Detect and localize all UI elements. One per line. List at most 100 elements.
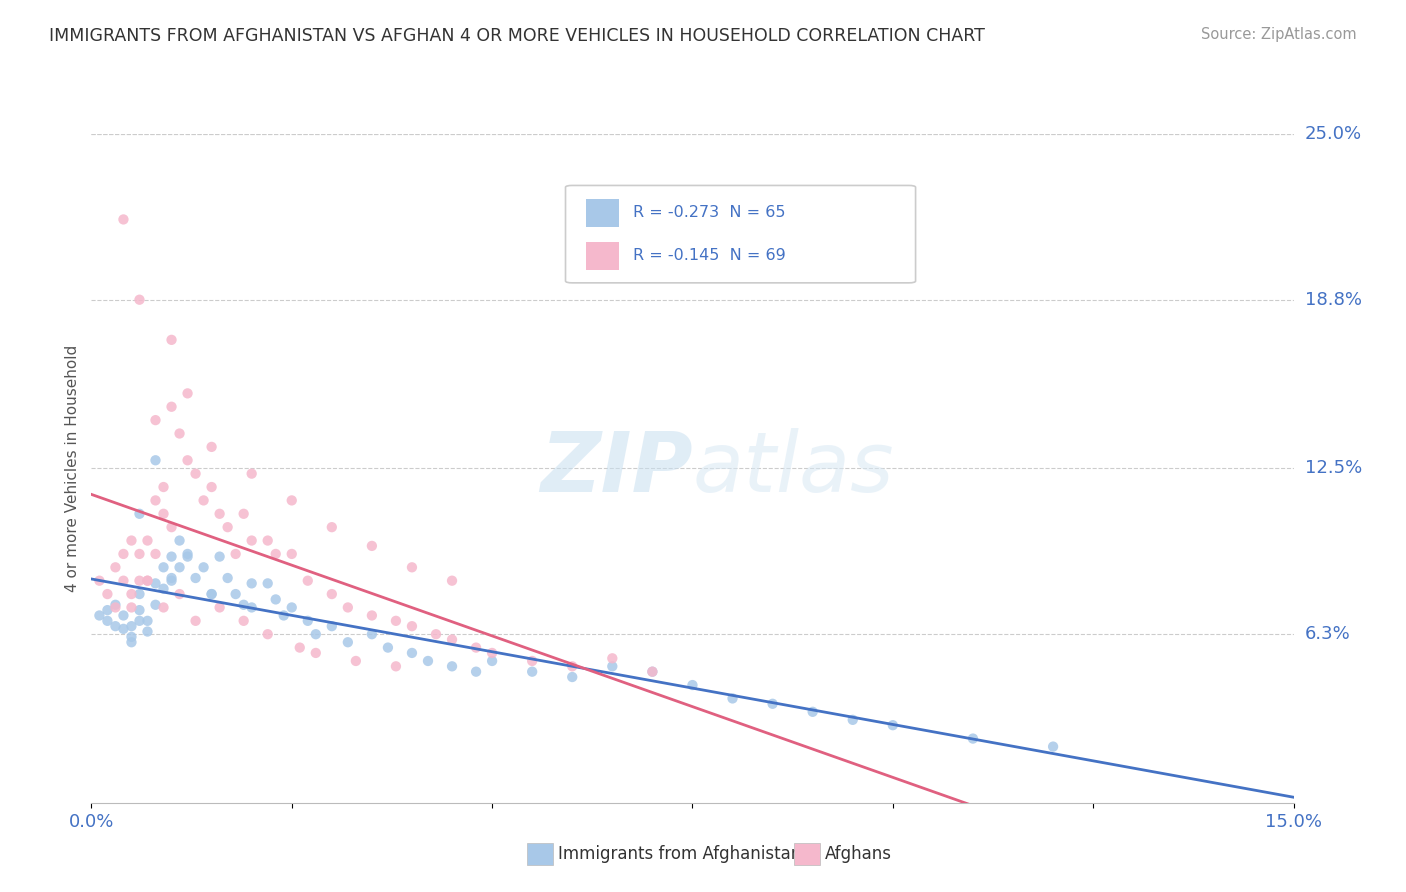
Point <box>240 533 263 548</box>
Point <box>264 547 287 561</box>
Point <box>385 659 408 673</box>
Point <box>602 651 624 665</box>
Text: Afghans: Afghans <box>825 845 893 863</box>
Point <box>89 574 111 588</box>
Text: R = -0.145  N = 69: R = -0.145 N = 69 <box>633 248 786 263</box>
Point <box>232 598 254 612</box>
Point <box>440 574 463 588</box>
Point <box>602 659 624 673</box>
FancyBboxPatch shape <box>565 186 915 283</box>
Point <box>360 627 382 641</box>
Point <box>152 600 174 615</box>
Point <box>121 619 143 633</box>
Y-axis label: 4 or more Vehicles in Household: 4 or more Vehicles in Household <box>65 344 80 592</box>
Point <box>1042 739 1064 754</box>
Point <box>96 603 118 617</box>
Point <box>121 533 143 548</box>
Text: atlas: atlas <box>692 428 894 508</box>
Point <box>145 547 167 561</box>
Text: R = -0.273  N = 65: R = -0.273 N = 65 <box>633 205 786 220</box>
Point <box>522 654 544 668</box>
Point <box>136 574 159 588</box>
Point <box>121 600 143 615</box>
Point <box>176 453 198 467</box>
Point <box>232 507 254 521</box>
Point <box>160 400 183 414</box>
Point <box>721 691 744 706</box>
Point <box>169 426 191 441</box>
Point <box>128 293 150 307</box>
Point <box>112 608 135 623</box>
Point <box>481 646 503 660</box>
Point <box>145 598 167 612</box>
Point <box>121 635 143 649</box>
Point <box>152 480 174 494</box>
Bar <box>586 199 620 227</box>
Point <box>121 587 143 601</box>
Text: 12.5%: 12.5% <box>1305 459 1362 477</box>
Point <box>96 587 118 601</box>
Point <box>256 533 278 548</box>
Point <box>89 608 111 623</box>
Point <box>152 560 174 574</box>
Point <box>160 520 183 534</box>
Point <box>145 453 167 467</box>
Point <box>160 574 183 588</box>
Point <box>401 646 423 660</box>
Point <box>176 386 198 401</box>
Point <box>561 670 583 684</box>
Point <box>201 440 224 454</box>
Point <box>96 614 118 628</box>
Point <box>305 646 328 660</box>
Point <box>225 547 247 561</box>
Point <box>256 576 278 591</box>
Point <box>193 560 215 574</box>
Text: IMMIGRANTS FROM AFGHANISTAN VS AFGHAN 4 OR MORE VEHICLES IN HOUSEHOLD CORRELATIO: IMMIGRANTS FROM AFGHANISTAN VS AFGHAN 4 … <box>49 27 986 45</box>
Text: 18.8%: 18.8% <box>1305 291 1361 309</box>
Point <box>281 493 304 508</box>
Point <box>128 603 150 617</box>
Text: 6.3%: 6.3% <box>1305 625 1350 643</box>
Point <box>217 520 239 534</box>
Point <box>128 507 150 521</box>
Point <box>305 627 328 641</box>
Point <box>762 697 785 711</box>
Point <box>160 549 183 564</box>
Point <box>481 654 503 668</box>
Point <box>201 587 224 601</box>
Point <box>128 614 150 628</box>
Point <box>176 549 198 564</box>
Point <box>160 571 183 585</box>
Point <box>297 614 319 628</box>
Point <box>136 574 159 588</box>
Point <box>522 665 544 679</box>
Point <box>121 630 143 644</box>
Point <box>561 659 583 673</box>
Point <box>281 600 304 615</box>
Point <box>208 600 231 615</box>
Point <box>169 587 191 601</box>
Point <box>288 640 311 655</box>
Point <box>385 614 408 628</box>
Point <box>401 619 423 633</box>
Point <box>201 480 224 494</box>
Point <box>360 539 382 553</box>
Point <box>232 614 254 628</box>
Point <box>416 654 439 668</box>
Point <box>112 212 135 227</box>
Point <box>465 640 488 655</box>
Point <box>425 627 447 641</box>
Point <box>145 493 167 508</box>
Point <box>104 619 127 633</box>
Point <box>201 587 224 601</box>
Point <box>208 507 231 521</box>
Point <box>104 560 127 574</box>
Point <box>240 576 263 591</box>
Point <box>440 632 463 647</box>
Point <box>136 624 159 639</box>
Point <box>264 592 287 607</box>
Point <box>465 665 488 679</box>
Point <box>128 574 150 588</box>
Point <box>145 576 167 591</box>
Point <box>360 608 382 623</box>
